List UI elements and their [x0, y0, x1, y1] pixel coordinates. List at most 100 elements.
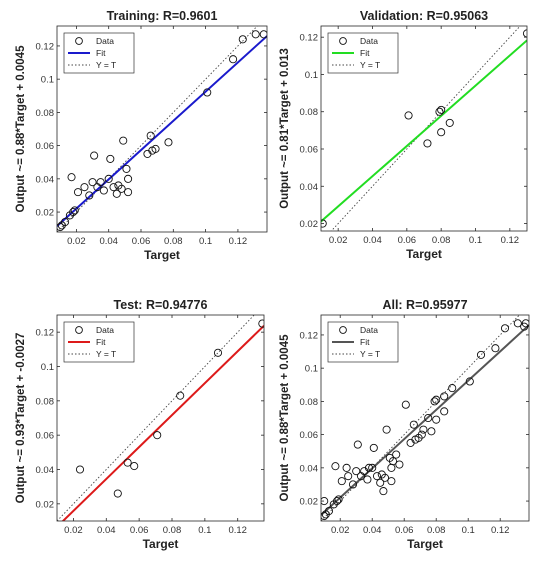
data-point	[69, 208, 78, 217]
data-point	[203, 88, 212, 97]
x-tick-label: 0.12	[491, 525, 510, 536]
data-point	[258, 319, 264, 328]
x-tick-label: 0.04	[363, 525, 382, 536]
legend-label: Data	[360, 325, 378, 335]
data-point	[440, 407, 449, 416]
data-point	[124, 174, 133, 183]
x-tick-label: 0.04	[97, 525, 116, 536]
data-point	[70, 206, 79, 215]
data-point	[369, 443, 378, 452]
data-point	[432, 395, 441, 404]
legend-label: Y = T	[96, 60, 116, 70]
data-point	[96, 178, 105, 187]
chart-title: Validation: R=0.95063	[360, 9, 488, 23]
legend-label: Y = T	[360, 60, 380, 70]
x-tick-label: 0.12	[501, 235, 520, 246]
data-point	[213, 348, 223, 357]
y-tick-label: 0.04	[36, 465, 55, 476]
x-axis-label: Target	[144, 248, 180, 262]
data-point	[432, 415, 441, 424]
y-tick-label: 0.04	[36, 174, 55, 185]
legend: Data Fit Y = T	[327, 321, 399, 363]
data-point	[445, 118, 454, 127]
y-tick-label: 0.12	[36, 41, 55, 52]
y-tick-label: 0.06	[300, 430, 319, 441]
legend-label: Data	[360, 36, 378, 46]
data-point	[417, 430, 426, 439]
data-point	[124, 188, 133, 197]
data-point	[368, 463, 377, 472]
data-point	[85, 191, 94, 200]
data-point	[88, 178, 97, 187]
identity-line	[57, 315, 255, 521]
data-point	[331, 462, 340, 471]
y-tick-label: 0.08	[36, 396, 55, 407]
data-point	[476, 350, 486, 359]
legend: Data Fit Y = T	[63, 32, 135, 74]
y-tick-label: 0.12	[300, 330, 319, 341]
identity-line	[57, 26, 258, 232]
data-point	[364, 463, 374, 472]
data-point	[117, 184, 126, 193]
x-tick-label: 0.1	[199, 236, 212, 247]
x-tick-label: 0.12	[228, 525, 247, 536]
x-tick-label: 0.06	[132, 236, 151, 247]
data-point	[130, 462, 139, 471]
legend-label: Fit	[96, 337, 106, 347]
y-tick-label: 0.06	[36, 141, 55, 152]
x-axis-label: Target	[406, 247, 442, 261]
legend-data-marker	[75, 37, 83, 45]
data-point	[334, 495, 343, 504]
y-tick-label: 0.06	[36, 431, 55, 442]
data-point	[176, 391, 185, 400]
x-tick-label: 0.02	[331, 525, 350, 536]
data-point	[67, 173, 76, 182]
y-tick-label: 0.1	[305, 70, 318, 81]
data-point	[419, 425, 428, 434]
data-point	[251, 30, 260, 39]
data-point	[122, 164, 131, 173]
identity-line	[321, 315, 521, 521]
data-point	[321, 219, 327, 228]
y-axis-label: Output ~= 0.81*Target + 0.013	[279, 48, 291, 209]
data-point	[522, 29, 527, 38]
x-tick-label: 0.04	[363, 235, 382, 246]
data-point	[491, 344, 500, 353]
data-point	[337, 477, 346, 486]
fit-line	[61, 324, 264, 521]
axes-box	[320, 25, 528, 232]
data-point	[109, 183, 118, 192]
data-point	[376, 478, 385, 487]
y-tick-label: 0.1	[305, 364, 318, 375]
x-tick-label: 0.12	[229, 236, 248, 247]
data-point	[404, 111, 413, 120]
y-tick-label: 0.02	[36, 499, 55, 510]
chart-title: Training: R=0.9601	[107, 9, 218, 23]
y-tick-label: 0.08	[300, 107, 319, 118]
data-point	[146, 131, 155, 140]
data-point	[465, 377, 474, 386]
data-point	[321, 511, 329, 521]
data-point	[332, 497, 342, 506]
data-point	[344, 472, 353, 481]
data-point	[387, 477, 396, 486]
fit-line	[321, 39, 527, 223]
axes-box	[56, 314, 265, 522]
legend-label: Fit	[360, 337, 370, 347]
data-point	[440, 392, 449, 401]
chart-panel-4: 0.02 0.04 0.06 0.08 0.1 0.12 0.02 0.04 0.06 0.08 0…	[279, 298, 530, 551]
data-point	[324, 506, 334, 516]
x-tick-label: 0.02	[329, 235, 348, 246]
data-point	[352, 467, 361, 476]
data-point	[520, 322, 529, 331]
data-point	[90, 151, 99, 160]
chart-panel-1: 0.02 0.04 0.06 0.08 0.1 0.12 0.02 0.04 0.06 0.08 0…	[15, 9, 268, 262]
data-point	[153, 431, 162, 440]
y-tick-label: 0.12	[36, 328, 55, 339]
data-point	[382, 425, 391, 434]
data-point	[112, 189, 121, 198]
data-point	[99, 186, 108, 195]
x-tick-label: 0.06	[130, 525, 149, 536]
x-tick-label: 0.1	[469, 235, 482, 246]
data-point	[392, 450, 401, 459]
